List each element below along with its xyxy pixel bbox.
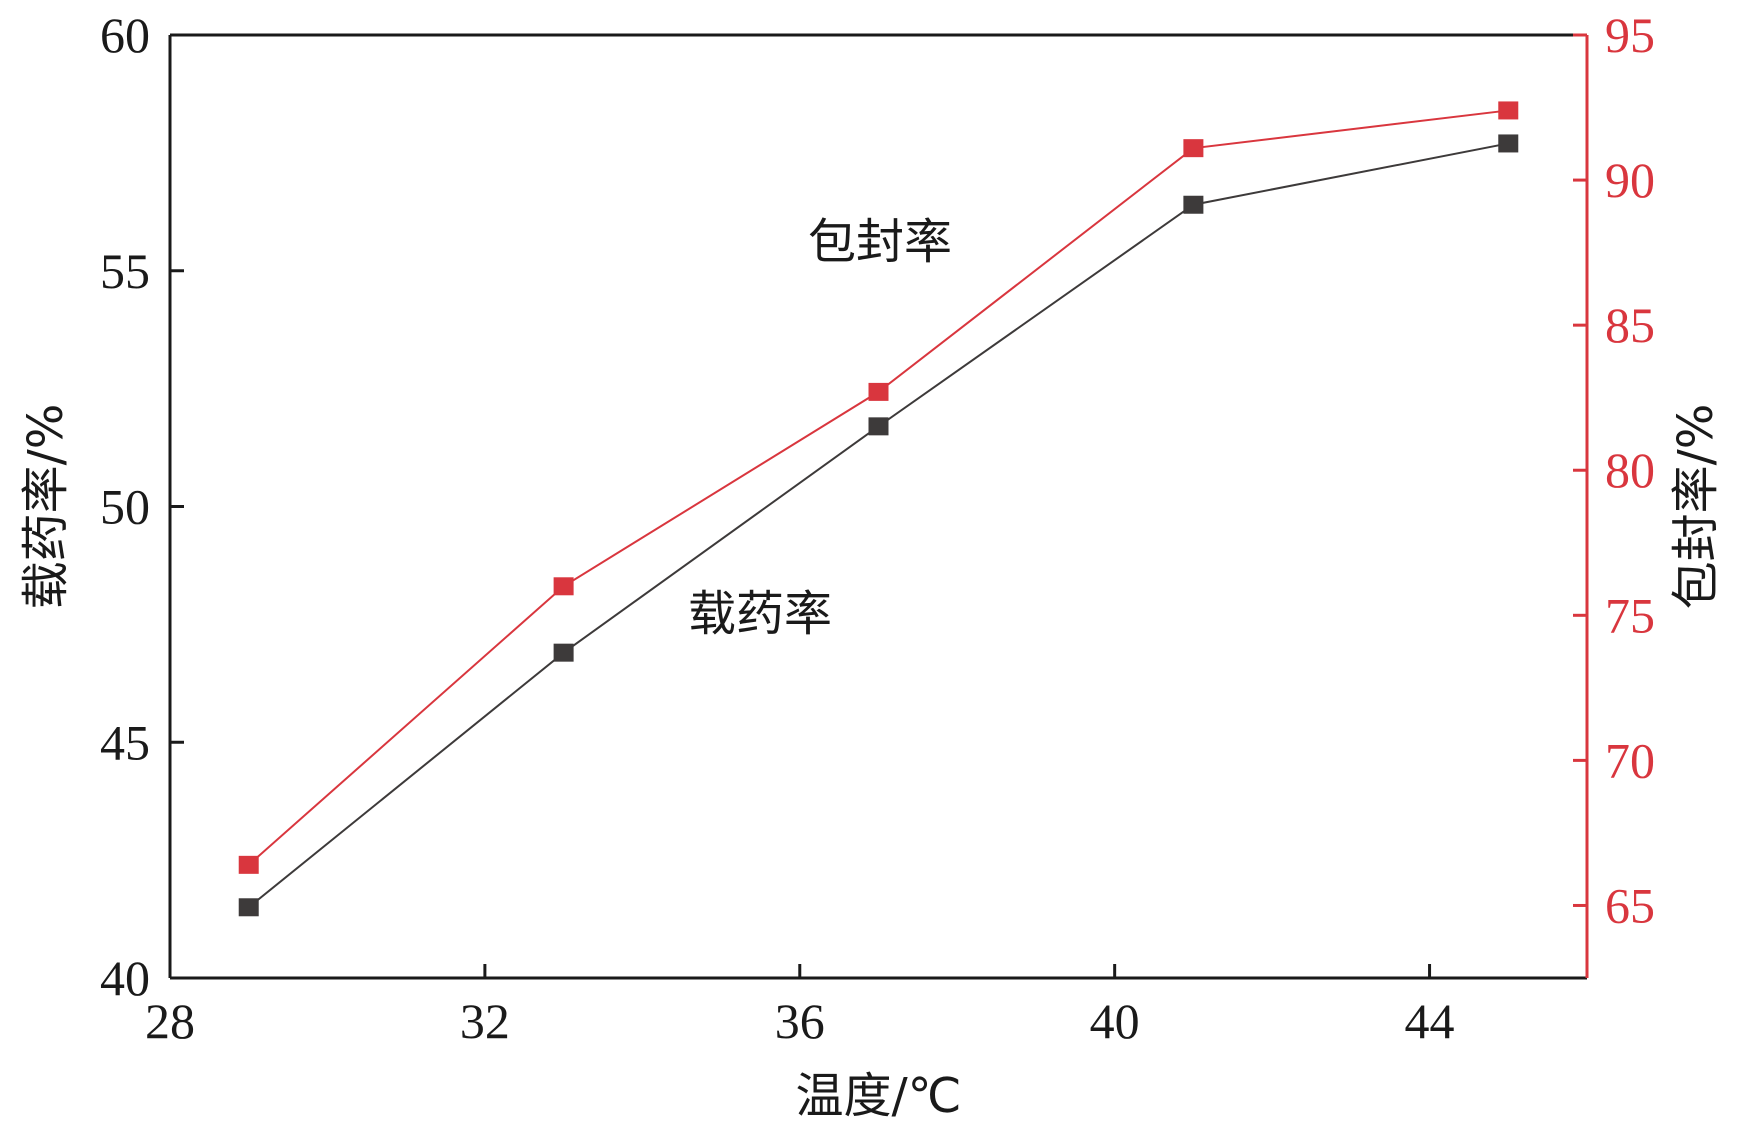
x-axis-title: 温度/℃ [795,1068,961,1124]
y-right-tick-label: 85 [1605,297,1655,353]
y-right-tick-label: 65 [1605,877,1655,933]
series-0-marker-2 [868,417,889,436]
series-0-marker-3 [1183,195,1204,214]
series-1-marker-0 [238,855,259,874]
y-axis-left-title: 载药率/% [18,404,74,610]
series-layer [238,101,1519,917]
y-axis-right-title: 包封率/% [1668,404,1724,610]
series-0-marker-4 [1498,134,1519,153]
y-left-tick-label: 55 [100,243,150,299]
series-0-marker-0 [238,898,259,917]
series-1-marker-1 [553,577,574,596]
x-tick-label: 28 [145,993,195,1049]
ticks: 28 32 36 40 44 40 45 50 55 60 65 70 75 80 85 90 95 [100,7,1655,1049]
annotation-drug-loading-rate: 载药率 [688,586,832,642]
series-1-marker-2 [868,382,889,401]
series-1-marker-4 [1498,101,1519,120]
y-left-tick-label: 60 [100,7,150,63]
x-tick-label: 36 [775,993,825,1049]
y-right-tick-label: 75 [1605,587,1655,643]
y-right-tick-label: 95 [1605,7,1655,63]
y-right-tick-label: 90 [1605,152,1655,208]
y-right-tick-label: 80 [1605,442,1655,498]
y-left-tick-label: 40 [100,950,150,1006]
y-left-tick-label: 50 [100,479,150,535]
x-tick-label: 44 [1405,993,1455,1049]
axes [168,33,1589,980]
y-right-tick-label: 70 [1605,732,1655,788]
x-tick-label: 32 [460,993,510,1049]
series-1-marker-3 [1183,139,1204,158]
y-left-tick-label: 45 [100,714,150,770]
annotation-encapsulation-rate: 包封率 [808,214,952,270]
series-0-marker-1 [553,643,574,662]
x-tick-label: 40 [1090,993,1140,1049]
